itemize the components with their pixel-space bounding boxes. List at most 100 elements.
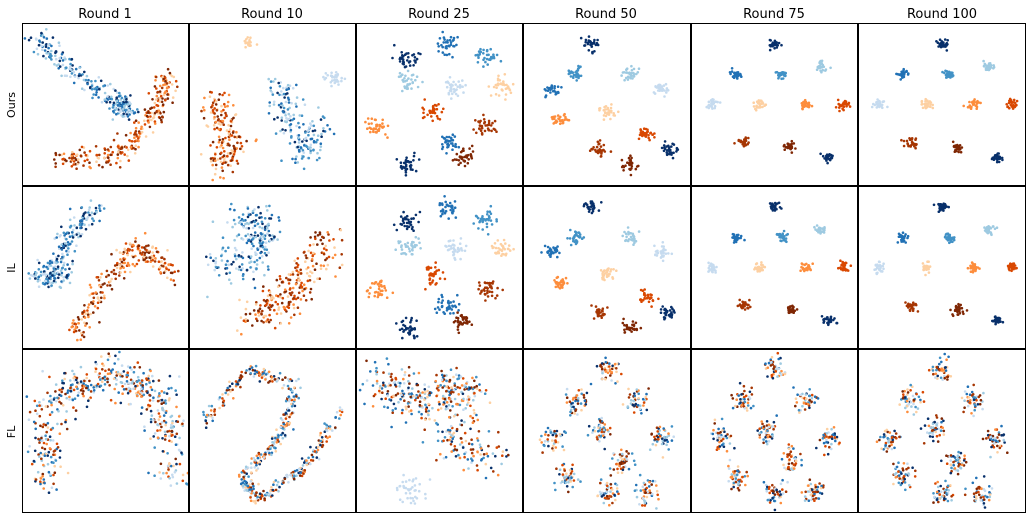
- scatter-point: [457, 302, 461, 306]
- scatter-point: [287, 101, 291, 104]
- scatter-point: [42, 478, 46, 481]
- scatter-point: [413, 151, 416, 155]
- scatter-point: [489, 219, 493, 222]
- scatter-point: [75, 226, 79, 229]
- scatter-point: [227, 246, 230, 249]
- scatter-point: [45, 442, 48, 446]
- scatter-point: [65, 237, 68, 241]
- scatter-point: [133, 365, 136, 369]
- scatter-point: [612, 268, 615, 271]
- scatter-point: [736, 74, 740, 78]
- scatter-point: [972, 101, 975, 105]
- scatter-point: [904, 241, 907, 244]
- scatter-point: [731, 232, 735, 236]
- scatter-point: [662, 144, 666, 147]
- scatter-point: [318, 156, 321, 160]
- scatter-point: [238, 265, 241, 269]
- scatter-point: [49, 271, 52, 275]
- scatter-point: [945, 44, 948, 47]
- scatter-point: [598, 139, 602, 142]
- scatter-point: [300, 157, 304, 160]
- scatter-point: [309, 251, 313, 255]
- scatter-point: [115, 96, 118, 99]
- scatter-point: [847, 103, 850, 106]
- scatter-point: [493, 242, 497, 245]
- scatter-point: [663, 146, 666, 149]
- scatter-point: [430, 281, 434, 284]
- scatter-point: [214, 153, 217, 156]
- scatter-point: [241, 251, 244, 254]
- scatter-point: [230, 202, 233, 206]
- scatter-point: [151, 374, 154, 378]
- panel-frame: [356, 23, 523, 186]
- scatter-point: [109, 82, 112, 86]
- scatter-point: [775, 70, 779, 74]
- scatter-point: [480, 133, 484, 136]
- scatter-point: [83, 70, 86, 74]
- scatter-point: [673, 311, 676, 314]
- scatter-point: [90, 80, 93, 83]
- scatter-point: [742, 140, 745, 144]
- scatter-point: [142, 258, 145, 262]
- scatter-point: [268, 303, 272, 307]
- scatter-point: [556, 284, 560, 288]
- scatter-point: [232, 218, 236, 222]
- scatter-point: [982, 59, 985, 63]
- scatter-point: [969, 270, 973, 274]
- scatter-point: [309, 149, 313, 152]
- scatter-point: [386, 136, 389, 139]
- scatter-point: [146, 260, 149, 263]
- scatter-point: [92, 292, 95, 295]
- panel-il-round-10: [189, 186, 356, 349]
- scatter-point: [489, 285, 493, 288]
- scatter-point: [153, 260, 157, 263]
- scatter-point: [559, 119, 562, 123]
- scatter-point: [153, 446, 156, 449]
- scatter-point: [60, 225, 63, 229]
- scatter-point: [105, 275, 108, 279]
- scatter-point: [48, 413, 52, 417]
- scatter-point: [294, 282, 298, 286]
- scatter-point: [88, 326, 91, 329]
- scatter-point: [415, 335, 419, 338]
- scatter-point: [405, 221, 409, 225]
- scatter-point: [822, 320, 826, 323]
- scatter-point: [166, 93, 169, 96]
- scatter-point: [495, 86, 498, 89]
- scatter-point: [902, 144, 906, 148]
- scatter-point: [254, 214, 258, 217]
- scatter-point: [261, 261, 265, 264]
- scatter-point: [36, 280, 40, 283]
- scatter-point: [577, 231, 581, 235]
- scatter-point: [395, 228, 399, 232]
- scatter-point: [62, 263, 65, 267]
- scatter-point: [316, 234, 320, 237]
- scatter-points: [23, 28, 179, 170]
- scatter-point: [589, 43, 592, 46]
- scatter-point: [175, 432, 179, 436]
- scatter-point: [295, 269, 299, 272]
- scatter-point: [441, 203, 444, 207]
- scatter-point: [43, 49, 47, 52]
- scatter-point: [57, 273, 61, 276]
- scatter-point: [106, 160, 110, 164]
- scatter-point: [340, 253, 344, 256]
- scatter-point: [675, 148, 679, 151]
- panel-ours-round-25: [356, 23, 523, 186]
- scatter-point: [648, 138, 651, 142]
- panel-frame: [691, 23, 858, 186]
- scatter-point: [630, 330, 633, 333]
- scatter-point: [55, 257, 59, 261]
- scatter-point: [404, 86, 407, 90]
- scatter-point: [443, 53, 447, 56]
- scatter-point: [39, 480, 42, 484]
- scatter-point: [294, 161, 297, 164]
- panel-fl-round-1: [22, 349, 189, 513]
- scatter-point: [927, 266, 930, 269]
- scatter-point: [49, 455, 53, 459]
- scatter-point: [844, 261, 847, 265]
- scatter-point: [456, 35, 459, 39]
- scatter-point: [279, 293, 282, 296]
- scatter-point: [941, 203, 945, 207]
- scatter-point: [151, 399, 155, 402]
